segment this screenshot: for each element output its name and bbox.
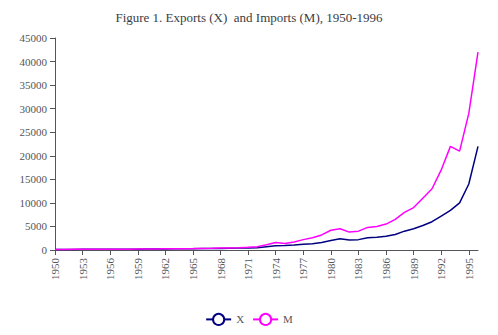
svg-text:35000: 35000 [20, 79, 48, 91]
svg-text:0: 0 [42, 244, 48, 256]
svg-text:1959: 1959 [132, 258, 144, 281]
svg-text:M: M [283, 313, 293, 325]
svg-text:1950: 1950 [49, 258, 61, 281]
svg-text:1977: 1977 [297, 258, 309, 281]
svg-text:1953: 1953 [77, 258, 89, 281]
svg-text:Figure 1. Exports (X) and Imp: Figure 1. Exports (X) and Imports (M), 1… [115, 10, 383, 25]
svg-text:1995: 1995 [463, 258, 475, 281]
svg-text:1974: 1974 [270, 258, 282, 281]
svg-text:1965: 1965 [187, 258, 199, 281]
svg-text:15000: 15000 [20, 173, 48, 185]
svg-text:1983: 1983 [352, 258, 364, 281]
svg-text:5000: 5000 [25, 220, 48, 232]
svg-text:30000: 30000 [20, 103, 48, 115]
svg-text:1962: 1962 [159, 258, 171, 280]
svg-text:1971: 1971 [242, 258, 254, 280]
svg-text:X: X [236, 313, 244, 325]
svg-text:1956: 1956 [104, 258, 116, 281]
svg-text:1986: 1986 [380, 258, 392, 281]
svg-text:25000: 25000 [20, 126, 48, 138]
svg-text:20000: 20000 [20, 150, 48, 162]
svg-text:40000: 40000 [20, 56, 48, 68]
svg-text:1989: 1989 [408, 258, 420, 281]
svg-text:45000: 45000 [20, 32, 48, 44]
svg-text:10000: 10000 [20, 197, 48, 209]
svg-text:1992: 1992 [435, 258, 447, 280]
svg-text:1968: 1968 [215, 258, 227, 281]
svg-text:1980: 1980 [325, 258, 337, 281]
